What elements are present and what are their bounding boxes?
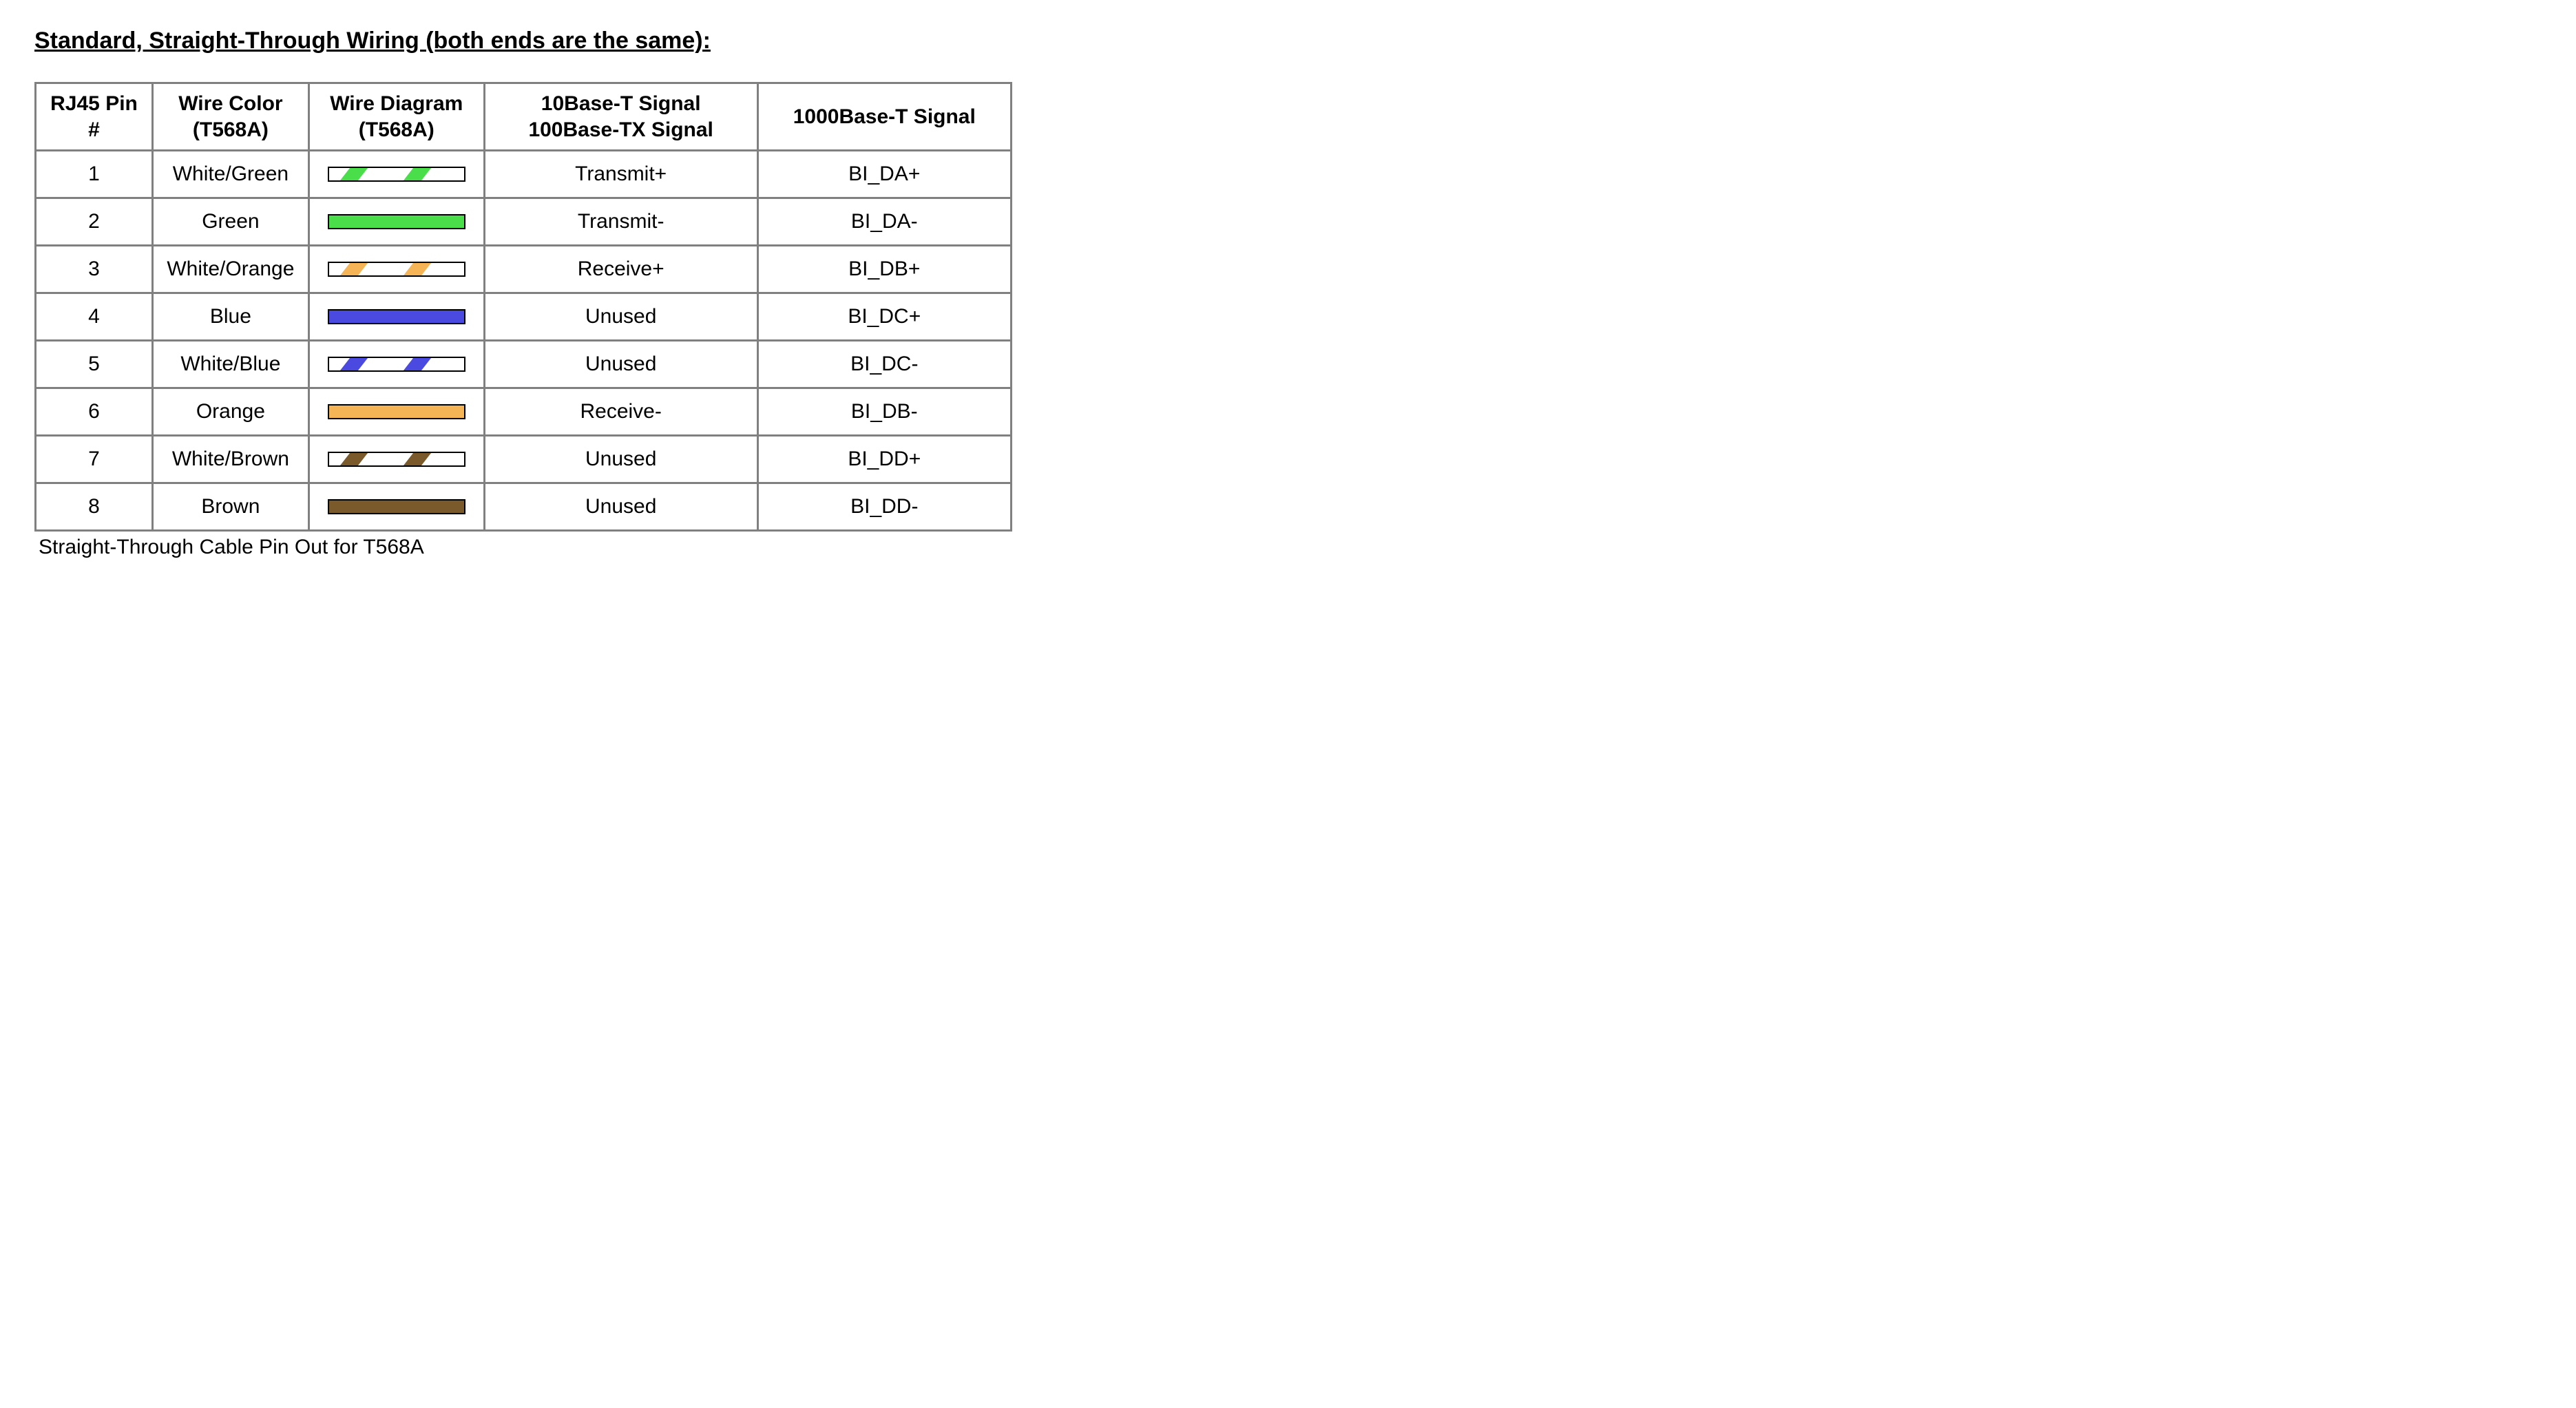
table-header-row: RJ45 Pin # Wire Color(T568A) Wire Diagra… (36, 83, 1012, 151)
table-row: 5White/Blue UnusedBI_DC- (36, 341, 1012, 388)
cell-signal-10-100: Unused (484, 293, 757, 341)
col-header-pin: RJ45 Pin # (36, 83, 153, 151)
wire-diagram-icon (328, 309, 465, 324)
cell-pin: 1 (36, 151, 153, 198)
cell-wire-color: White/Brown (153, 436, 309, 483)
wiring-table: RJ45 Pin # Wire Color(T568A) Wire Diagra… (34, 82, 1012, 532)
wire-diagram-icon (328, 262, 465, 277)
cell-wire-diagram (308, 388, 484, 436)
cell-wire-diagram (308, 483, 484, 531)
wire-diagram-icon (328, 214, 465, 229)
cell-signal-10-100: Receive- (484, 388, 757, 436)
table-row: 6Orange Receive-BI_DB- (36, 388, 1012, 436)
cell-signal-1000: BI_DC+ (757, 293, 1011, 341)
table-row: 3White/Orange Receive+BI_DB+ (36, 246, 1012, 293)
cell-pin: 5 (36, 341, 153, 388)
cell-signal-1000: BI_DD- (757, 483, 1011, 531)
cell-wire-color: Brown (153, 483, 309, 531)
wire-diagram-icon (328, 357, 465, 372)
cell-signal-10-100: Receive+ (484, 246, 757, 293)
cell-wire-color: Green (153, 198, 309, 246)
cell-signal-1000: BI_DD+ (757, 436, 1011, 483)
cell-signal-1000: BI_DB- (757, 388, 1011, 436)
col-header-diagram: Wire Diagram(T568A) (308, 83, 484, 151)
table-row: 7White/Brown UnusedBI_DD+ (36, 436, 1012, 483)
cell-signal-10-100: Unused (484, 341, 757, 388)
wire-diagram-icon (328, 499, 465, 514)
table-row: 1White/Green Transmit+BI_DA+ (36, 151, 1012, 198)
cell-wire-diagram (308, 198, 484, 246)
cell-pin: 6 (36, 388, 153, 436)
wire-diagram-icon (328, 452, 465, 467)
cell-pin: 7 (36, 436, 153, 483)
cell-signal-10-100: Unused (484, 483, 757, 531)
cell-wire-diagram (308, 151, 484, 198)
cell-signal-1000: BI_DA- (757, 198, 1011, 246)
cell-signal-1000: BI_DB+ (757, 246, 1011, 293)
col-header-signal1000: 1000Base-T Signal (757, 83, 1011, 151)
cell-signal-10-100: Transmit+ (484, 151, 757, 198)
cell-signal-10-100: Transmit- (484, 198, 757, 246)
cell-pin: 2 (36, 198, 153, 246)
wire-diagram-icon (328, 167, 465, 182)
cell-wire-color: White/Blue (153, 341, 309, 388)
table-row: 4Blue UnusedBI_DC+ (36, 293, 1012, 341)
wire-diagram-icon (328, 404, 465, 419)
cell-pin: 3 (36, 246, 153, 293)
cell-signal-10-100: Unused (484, 436, 757, 483)
cell-wire-diagram (308, 246, 484, 293)
cell-pin: 8 (36, 483, 153, 531)
cell-pin: 4 (36, 293, 153, 341)
cell-signal-1000: BI_DA+ (757, 151, 1011, 198)
col-header-wirecolor: Wire Color(T568A) (153, 83, 309, 151)
cell-wire-diagram (308, 436, 484, 483)
table-row: 8Brown UnusedBI_DD- (36, 483, 1012, 531)
table-caption: Straight-Through Cable Pin Out for T568A (39, 536, 2542, 559)
page-title: Standard, Straight-Through Wiring (both … (34, 28, 2542, 54)
cell-wire-diagram (308, 293, 484, 341)
col-header-signal10: 10Base-T Signal100Base-TX Signal (484, 83, 757, 151)
cell-wire-color: Orange (153, 388, 309, 436)
cell-wire-diagram (308, 341, 484, 388)
cell-wire-color: White/Green (153, 151, 309, 198)
cell-wire-color: White/Orange (153, 246, 309, 293)
cell-wire-color: Blue (153, 293, 309, 341)
cell-signal-1000: BI_DC- (757, 341, 1011, 388)
table-row: 2Green Transmit-BI_DA- (36, 198, 1012, 246)
